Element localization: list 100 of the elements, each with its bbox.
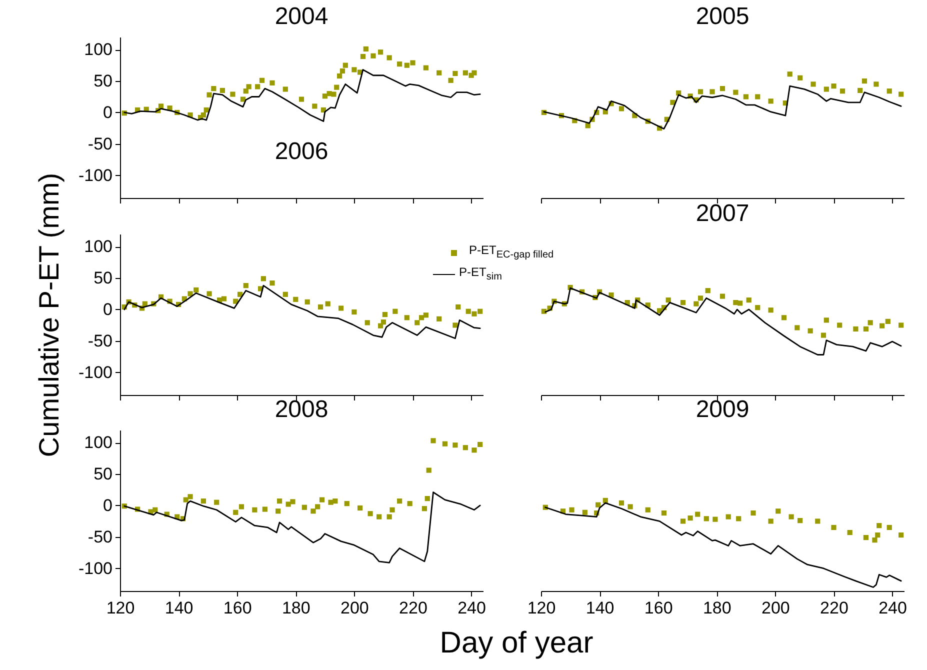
- point: [452, 322, 458, 328]
- point: [293, 296, 298, 302]
- x-tick-label: 160: [223, 598, 252, 618]
- x-tick-label: 120: [106, 598, 135, 618]
- chart-title: 2009: [696, 396, 750, 423]
- point: [810, 82, 816, 87]
- point: [898, 92, 904, 97]
- point: [238, 504, 244, 510]
- point: [211, 86, 216, 92]
- point: [404, 314, 410, 320]
- point: [874, 82, 879, 87]
- point: [794, 324, 800, 330]
- point: [442, 441, 448, 446]
- point: [158, 104, 164, 109]
- point: [608, 292, 614, 298]
- point: [319, 497, 325, 502]
- y-tick-label: 0: [103, 102, 112, 122]
- point: [466, 308, 471, 314]
- point: [322, 94, 328, 99]
- point: [733, 90, 738, 95]
- point: [422, 506, 427, 512]
- point: [290, 499, 296, 504]
- point: [462, 445, 468, 450]
- x-tick-label: 240: [878, 598, 907, 618]
- point: [847, 530, 852, 536]
- point: [787, 72, 792, 77]
- y-tick-label: 100: [84, 40, 112, 60]
- point: [831, 524, 836, 530]
- y-tick-label: 0: [103, 299, 112, 318]
- point: [710, 89, 715, 94]
- x-tick-label: 140: [586, 598, 614, 618]
- point: [390, 507, 395, 512]
- point: [246, 84, 252, 90]
- point: [331, 92, 336, 97]
- point: [898, 322, 904, 328]
- point: [720, 293, 726, 298]
- point: [423, 65, 428, 70]
- point: [876, 523, 882, 528]
- point: [582, 510, 588, 515]
- point: [360, 54, 366, 60]
- y-tick-label: -50: [88, 527, 112, 546]
- point: [462, 70, 468, 76]
- legend-label: P-ET$_{EC-gap filled}$: [469, 243, 554, 261]
- point: [298, 96, 304, 102]
- x-axis-title: Day of year: [440, 626, 594, 660]
- point: [352, 67, 357, 72]
- point: [332, 498, 338, 504]
- chart-title: 2005: [696, 3, 750, 30]
- legend-label: P-ET$_{sim}$: [459, 265, 502, 283]
- y-tick-label: -100: [78, 558, 112, 578]
- point: [282, 291, 288, 296]
- point: [885, 318, 890, 324]
- point: [768, 307, 774, 312]
- point: [824, 317, 829, 322]
- point: [334, 84, 340, 90]
- point: [602, 498, 608, 503]
- point: [262, 506, 268, 512]
- point: [618, 106, 624, 112]
- point: [863, 326, 868, 332]
- point: [243, 282, 248, 288]
- point: [768, 98, 774, 104]
- point: [270, 80, 275, 86]
- y-tick-label: -50: [88, 330, 112, 350]
- point: [418, 314, 424, 320]
- point: [338, 305, 344, 310]
- point: [423, 312, 428, 318]
- point: [337, 73, 342, 79]
- point: [868, 320, 873, 325]
- point: [286, 502, 291, 507]
- point: [853, 326, 858, 332]
- point: [386, 514, 392, 520]
- point: [452, 70, 458, 76]
- y-axis-title: Cumulative P-ET (mm): [33, 172, 64, 457]
- point: [240, 96, 246, 102]
- point: [448, 78, 454, 83]
- point: [315, 504, 320, 510]
- point: [472, 70, 477, 76]
- point: [312, 104, 318, 109]
- point: [252, 507, 258, 512]
- point: [798, 75, 803, 80]
- point: [342, 62, 348, 68]
- y-tick-label: 0: [103, 496, 112, 515]
- point: [750, 510, 756, 516]
- point: [862, 78, 868, 84]
- point: [698, 295, 704, 300]
- point: [200, 112, 206, 118]
- point: [680, 518, 686, 524]
- x-tick-label: 240: [458, 598, 486, 618]
- point: [478, 442, 483, 448]
- point: [736, 516, 742, 522]
- point: [452, 442, 458, 448]
- point: [206, 92, 212, 98]
- point: [424, 496, 430, 502]
- point: [214, 500, 220, 505]
- point: [879, 322, 885, 328]
- point: [363, 46, 368, 52]
- point: [397, 498, 402, 504]
- point: [430, 438, 436, 444]
- point: [230, 92, 236, 97]
- point: [382, 311, 388, 317]
